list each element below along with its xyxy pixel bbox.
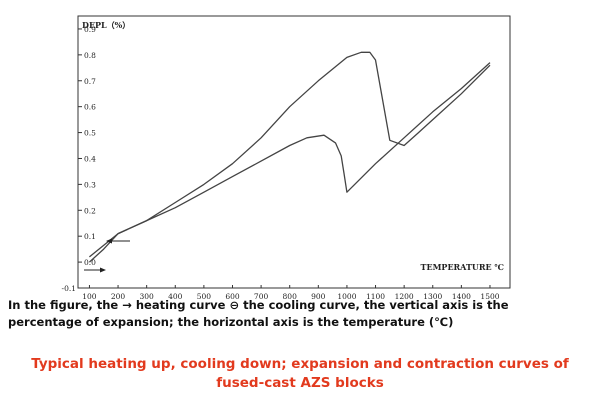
direction-arrows <box>84 238 130 273</box>
chart-figure: DEPL（%） TEMPERATURE ℃ 0.9 0.8 0.7 0.6 0.5 0.4… <box>58 8 518 304</box>
x-tick-label: 1200 <box>395 292 414 301</box>
y-tick-label: 0.5 <box>84 129 96 138</box>
x-tick-label: 500 <box>197 292 212 301</box>
page-title: Typical heating up, cooling down; expans… <box>0 355 600 393</box>
caption-line-1: In the figure, the → heating curve ⊖ the… <box>8 298 509 312</box>
figure-caption: In the figure, the → heating curve ⊖ the… <box>8 297 598 331</box>
x-tick-label: 300 <box>139 292 154 301</box>
x-ticks: 100 200 300 400 500 600 700 800 900 1000 1100 1200 1… <box>82 285 500 301</box>
title-line-2: fused-cast AZS blocks <box>216 375 384 391</box>
y-tick-label: 0.1 <box>84 232 96 241</box>
series-lines <box>88 51 491 263</box>
plot-frame <box>77 15 511 289</box>
x-axis-label: TEMPERATURE ℃ <box>421 262 505 272</box>
x-tick-label: 100 <box>82 292 97 301</box>
expansion-chart: DEPL（%） TEMPERATURE ℃ 0.9 0.8 0.7 0.6 0.5 0.4… <box>62 15 511 301</box>
y-tick-label: 0.2 <box>84 206 96 215</box>
x-tick-label: 1300 <box>423 292 442 301</box>
x-tick-label: 600 <box>225 292 240 301</box>
series-line-1 <box>88 51 491 263</box>
x-tick-label: 1000 <box>337 292 356 301</box>
y-tick-label: 0.8 <box>84 51 96 60</box>
x-tick-label: 1400 <box>452 292 471 301</box>
y-ticks: 0.9 0.8 0.7 0.6 0.5 0.4 0.3 0.2 0.1 0.0 -0.1 <box>62 25 97 293</box>
x-tick-label: 200 <box>111 292 126 301</box>
x-tick-label: 1500 <box>480 292 499 301</box>
x-tick-label: 1100 <box>366 292 385 301</box>
title-line-1: Typical heating up, cooling down; expans… <box>31 356 569 372</box>
x-tick-label: 800 <box>283 292 298 301</box>
y-tick-label: 0.9 <box>84 25 96 34</box>
y-tick-label: 0.0 <box>84 258 96 267</box>
y-tick-label: -0.1 <box>62 284 76 293</box>
caption-line-2: percentage of expansion; the horizontal … <box>8 315 454 329</box>
y-tick-label: 0.7 <box>84 77 96 86</box>
series-line-2 <box>88 62 491 258</box>
y-tick-label: 0.3 <box>84 180 96 189</box>
x-tick-label: 400 <box>168 292 183 301</box>
heating-arrow-head <box>100 267 106 273</box>
y-tick-label: 0.4 <box>84 154 96 163</box>
y-axis-label: DEPL（%） <box>82 20 130 30</box>
y-tick-label: 0.6 <box>84 103 96 112</box>
x-tick-label: 700 <box>254 292 269 301</box>
cooling-arrow-head <box>106 238 112 244</box>
x-tick-label: 900 <box>311 292 326 301</box>
